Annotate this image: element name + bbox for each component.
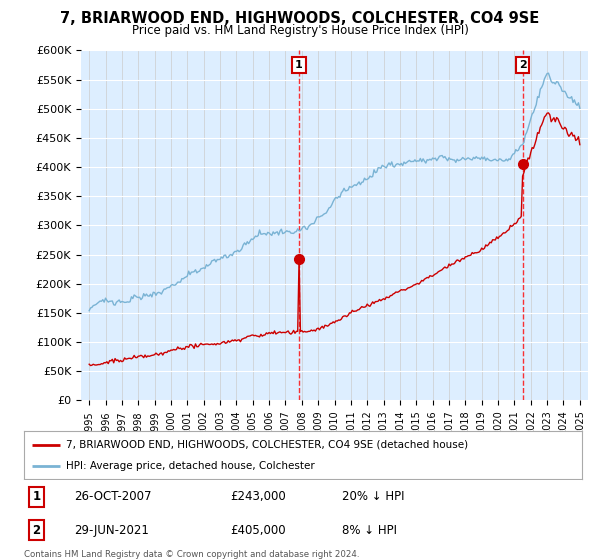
Text: 1: 1 [32,490,40,503]
Text: 8% ↓ HPI: 8% ↓ HPI [342,524,397,536]
Text: 26-OCT-2007: 26-OCT-2007 [74,490,152,503]
Text: 2: 2 [519,60,526,70]
Text: 7, BRIARWOOD END, HIGHWOODS, COLCHESTER, CO4 9SE: 7, BRIARWOOD END, HIGHWOODS, COLCHESTER,… [61,11,539,26]
Text: 1: 1 [295,60,303,70]
Text: 29-JUN-2021: 29-JUN-2021 [74,524,149,536]
Text: Contains HM Land Registry data © Crown copyright and database right 2024.
This d: Contains HM Land Registry data © Crown c… [24,550,359,560]
Text: £405,000: £405,000 [230,524,286,536]
Text: Price paid vs. HM Land Registry's House Price Index (HPI): Price paid vs. HM Land Registry's House … [131,24,469,36]
Text: £243,000: £243,000 [230,490,286,503]
Text: 2: 2 [32,524,40,536]
Text: 20% ↓ HPI: 20% ↓ HPI [342,490,404,503]
Text: HPI: Average price, detached house, Colchester: HPI: Average price, detached house, Colc… [66,461,314,472]
Text: 7, BRIARWOOD END, HIGHWOODS, COLCHESTER, CO4 9SE (detached house): 7, BRIARWOOD END, HIGHWOODS, COLCHESTER,… [66,440,468,450]
